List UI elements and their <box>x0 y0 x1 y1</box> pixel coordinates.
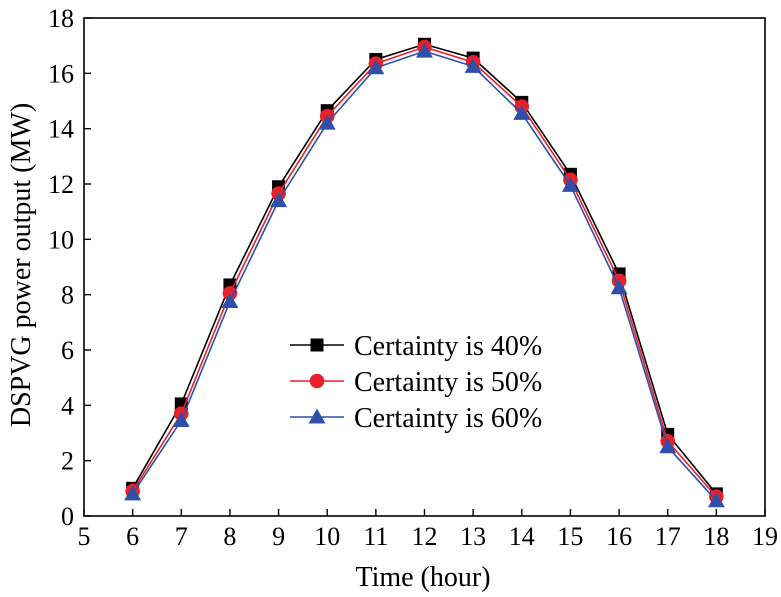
data-point <box>513 104 531 120</box>
y-tick-label: 14 <box>48 115 74 144</box>
data-point <box>172 412 190 428</box>
y-tick-label: 6 <box>61 336 74 365</box>
series-layer <box>124 37 725 508</box>
x-tick-label: 11 <box>363 522 388 551</box>
data-point <box>707 492 725 508</box>
x-tick-label: 6 <box>126 522 139 551</box>
legend-label: Certainty is 40% <box>354 331 542 362</box>
legend-marker <box>310 338 324 352</box>
legend-label: Certainty is 50% <box>354 367 542 398</box>
y-tick-label: 8 <box>61 281 74 310</box>
y-tick-label: 18 <box>48 4 74 33</box>
y-axis-label: DSPVG power output (MW) <box>6 103 37 427</box>
data-point <box>318 114 336 130</box>
legend-item: Certainty is 60% <box>290 403 542 434</box>
x-tick-label: 15 <box>557 522 583 551</box>
x-tick-label: 12 <box>412 522 438 551</box>
legend-item: Certainty is 40% <box>290 331 542 362</box>
legend-marker <box>308 408 326 424</box>
x-tick-label: 16 <box>606 522 632 551</box>
y-tick-label: 10 <box>48 225 74 254</box>
x-tick-label: 10 <box>314 522 340 551</box>
data-point <box>221 293 239 309</box>
data-point <box>367 59 385 75</box>
x-tick-label: 5 <box>78 522 91 551</box>
y-tick-label: 4 <box>61 391 74 420</box>
data-point <box>124 485 142 501</box>
data-point <box>464 57 482 73</box>
x-tick-label: 19 <box>752 522 778 551</box>
y-tick-label: 0 <box>61 502 74 531</box>
x-axis-ticks: 5 6 7 8 9 10 11 12 13 14 15 16 17 18 19 <box>78 509 778 551</box>
x-tick-label: 14 <box>509 522 535 551</box>
legend: Certainty is 40% Certainty is 50% Certaint… <box>290 331 542 434</box>
x-tick-label: 17 <box>655 522 681 551</box>
data-point <box>270 192 288 208</box>
data-point <box>659 438 677 454</box>
y-tick-label: 2 <box>61 447 74 476</box>
legend-label: Certainty is 60% <box>354 403 542 434</box>
x-tick-label: 8 <box>223 522 236 551</box>
legend-item: Certainty is 50% <box>290 367 542 398</box>
y-axis-ticks: 0 2 4 6 8 10 12 14 16 18 <box>48 4 91 531</box>
x-tick-label: 7 <box>175 522 188 551</box>
x-tick-label: 18 <box>703 522 729 551</box>
x-axis-label: Time (hour) <box>355 562 490 593</box>
data-point <box>416 42 433 58</box>
data-point <box>561 176 579 192</box>
x-tick-label: 9 <box>272 522 285 551</box>
legend-marker <box>309 373 325 389</box>
x-tick-label: 13 <box>460 522 486 551</box>
series-2 <box>125 39 724 504</box>
y-tick-label: 12 <box>48 170 74 199</box>
y-tick-label: 16 <box>48 59 74 88</box>
series-3 <box>124 42 725 508</box>
data-point <box>610 279 628 295</box>
